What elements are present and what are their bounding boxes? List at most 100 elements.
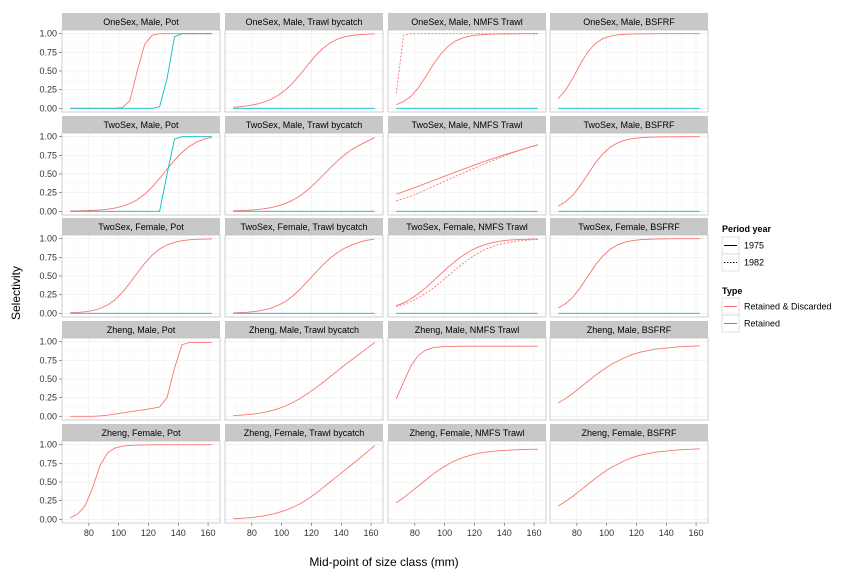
series-line-retained-discarded-1975 [396,144,538,195]
facet-strip [62,13,220,30]
facet-strip-label: TwoSex, Female, Trawl bycatch [240,222,367,232]
y-tick-label: 0.50 [39,169,57,179]
facet-strip-label: TwoSex, Male, Trawl bycatch [246,120,363,130]
x-tick-label: 120 [467,528,482,538]
series-line-retained-discarded-1975 [70,238,212,314]
series-line-retained-discarded-1975 [233,137,376,212]
facet-strip [225,116,383,133]
facet-strip [388,424,546,441]
series-line-retained-discarded-1975 [557,136,700,207]
x-tick-label: 100 [274,528,289,538]
facet-strip-label: TwoSex, Male, BSFRF [583,120,675,130]
facet-plot-area [61,132,221,216]
facet-panel-onesex-male-nmfs-trawl: OneSex, Male, NMFS Trawl [387,13,547,113]
facet-panel-onesex-male-trawl-bycatch: OneSex, Male, Trawl bycatch [224,13,384,113]
x-tick-label: 160 [689,528,704,538]
facet-plot-area [387,29,547,113]
facet-strip-label: OneSex, Male, NMFS Trawl [411,17,523,27]
x-tick-label: 100 [599,528,614,538]
facet-plot-area [224,234,384,318]
facet-plot-area [387,440,547,524]
facet-strip-label: OneSex, Male, Pot [103,17,179,27]
facet-strip [388,321,546,338]
facet-panel-twosex-male-nmfs-trawl: TwoSex, Male, NMFS Trawl [387,116,547,216]
legend-period-title: Period year [722,224,772,234]
facet-plot-area [224,440,384,524]
x-tick-label: 140 [497,528,512,538]
facet-panel-onesex-male-bsfrf: OneSex, Male, BSFRF [549,13,709,113]
y-tick-label: 1.00 [39,29,57,39]
y-tick-label: 1.00 [39,440,57,450]
y-tick-label: 1.00 [39,132,57,142]
facet-strip-label: Zheng, Male, NMFS Trawl [415,325,520,335]
facet-plot-area [387,132,547,216]
x-tick-label: 160 [364,528,379,538]
facet-strip-label: Zheng, Male, Pot [107,325,176,335]
series-line-retained-discarded-1975 [233,238,375,314]
series-line-retained-discarded-1975 [70,137,212,212]
panel-border [224,440,384,524]
shared-axes: 0.00 0.25 0.50 0.75 1.00 0.00 0.25 0.50 0.75 1.00… [39,29,703,538]
facet-strip-label: Zheng, Male, Trawl bycatch [249,325,359,335]
y-tick-label: 0.75 [39,47,57,57]
facet-plot-area [549,337,709,421]
facet-plot-area [224,132,384,216]
x-tick-label: 140 [659,528,674,538]
series-line-retained-discarded-1975 [557,448,700,507]
facet-panel-zheng-male-pot: Zheng, Male, Pot [61,321,221,421]
x-tick-label: 100 [111,528,126,538]
panel-border [387,132,547,216]
facet-strip [550,321,708,338]
facet-plot-area [549,132,709,216]
x-tick-label: 160 [201,528,216,538]
legend-type-title: Type [722,286,742,296]
facet-strip [225,218,383,235]
series-line-retained-discarded-1982 [396,239,538,307]
y-tick-label: 0.00 [39,411,57,421]
facet-panel-onesex-male-pot: OneSex, Male, Pot [61,13,221,113]
facet-panel-zheng-female-pot: Zheng, Female, Pot [61,424,221,524]
x-tick-label: 80 [410,528,420,538]
facet-panel-zheng-male-bsfrf: Zheng, Male, BSFRF [549,321,709,421]
y-tick-label: 0.25 [39,85,57,95]
x-tick-label: 80 [572,528,582,538]
panel-border [549,234,709,318]
series-line-retained-discarded-1982 [395,33,538,94]
y-tick-label: 1.00 [39,234,57,244]
series-line-retained-1975 [70,33,212,109]
facet-plot-area [224,337,384,421]
legend-label-1975: 1975 [744,241,764,251]
y-tick-label: 0.25 [39,290,57,300]
series-line-retained-discarded-1975 [233,342,376,417]
panel-border [549,132,709,216]
x-tick-label: 160 [527,528,542,538]
y-tick-label: 0.25 [39,496,57,506]
facet-strip-label: OneSex, Male, BSFRF [583,17,675,27]
series-line-retained-discarded-1975 [557,33,700,99]
facet-strip [62,424,220,441]
facet-plot-area [61,234,221,318]
facet-strip-label: Zheng, Male, BSFRF [587,325,672,335]
x-tick-label: 140 [171,528,186,538]
series-line-retained-discarded-1975 [396,238,538,307]
facet-panel-zheng-female-nmfs-trawl: Zheng, Female, NMFS Trawl [387,424,547,524]
series-line-retained-1975 [70,136,212,212]
legend-label-retained-discarded: Retained & Discarded [744,302,832,312]
facet-strip-label: OneSex, Male, Trawl bycatch [245,17,362,27]
facet-panel-zheng-female-trawl-bycatch: Zheng, Female, Trawl bycatch [224,424,384,524]
y-tick-label: 0.50 [39,477,57,487]
facet-strip-label: Zheng, Female, BSFRF [581,428,677,438]
facet-plot-area [387,337,547,421]
facet-strip [225,321,383,338]
series-line-retained-discarded-1975 [233,33,375,108]
panel-border [224,29,384,113]
y-tick-label: 0.50 [39,66,57,76]
series-line-retained-discarded-1982 [396,144,538,202]
facet-panel-twosex-female-pot: TwoSex, Female, Pot [61,218,221,318]
x-tick-label: 140 [334,528,349,538]
facet-plot-area [61,337,221,421]
facet-strip [62,321,220,338]
y-tick-label: 0.75 [39,458,57,468]
facet-panel-twosex-male-bsfrf: TwoSex, Male, BSFRF [549,116,709,216]
panel-border [549,337,709,421]
